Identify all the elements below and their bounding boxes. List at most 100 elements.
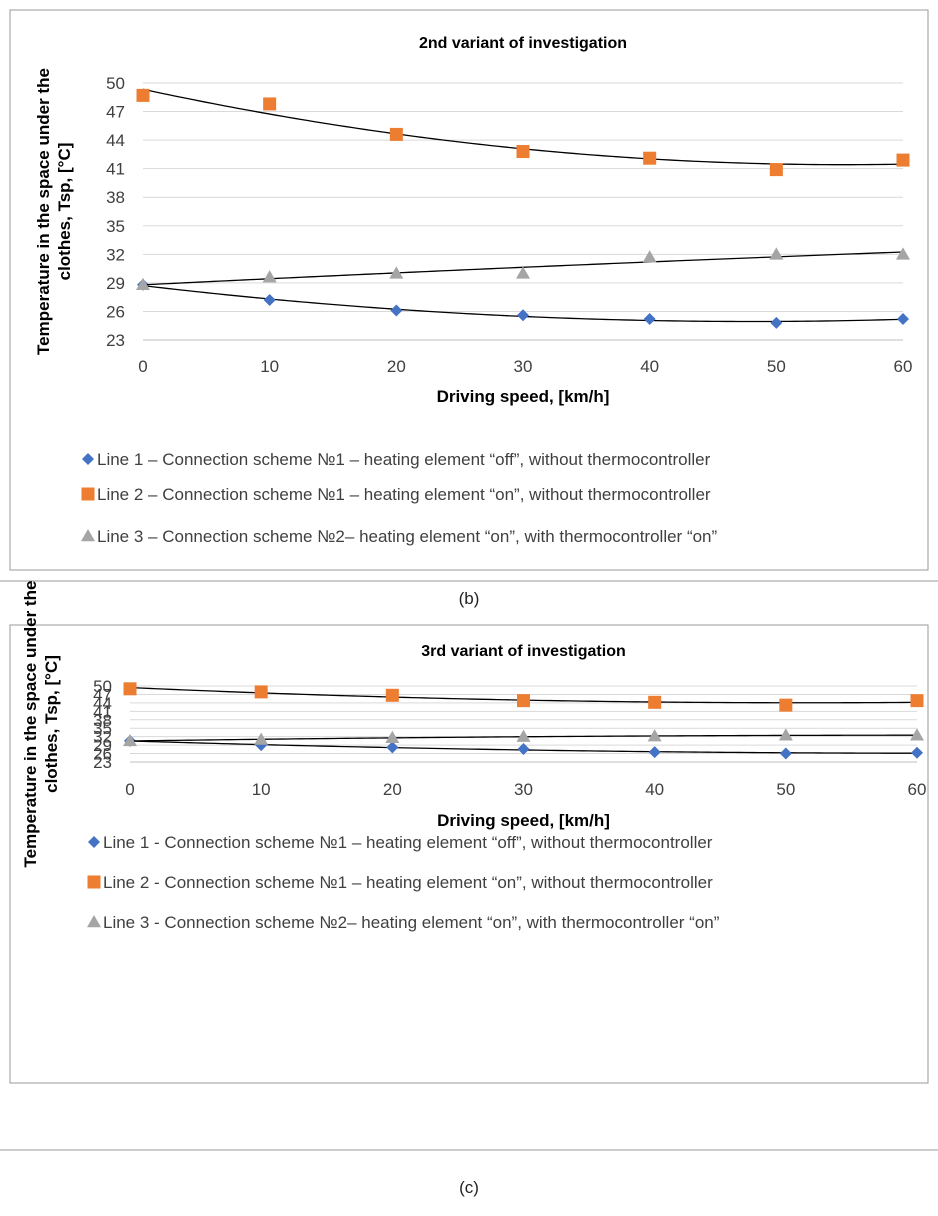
y-tick-label: 41 xyxy=(106,160,125,179)
data-point-series-3 xyxy=(516,266,530,279)
data-point-series-3 xyxy=(389,266,404,279)
x-tick-label: 30 xyxy=(514,357,533,376)
data-point-series-2 xyxy=(516,145,530,159)
y-tick-label: 47 xyxy=(93,685,112,704)
y-axis-label: Temperature in the space under the clothe… xyxy=(21,581,61,868)
y-tick-label: 50 xyxy=(106,74,125,93)
data-point-series-2 xyxy=(643,151,657,165)
data-point-series-1 xyxy=(779,747,792,760)
data-point-series-2 xyxy=(385,688,399,702)
y-tick-label: 50 xyxy=(93,677,112,696)
data-point-series-3 xyxy=(123,733,137,747)
x-tick-label: 0 xyxy=(125,780,134,799)
y-tick-label: 35 xyxy=(106,217,125,236)
chart-c: 3rd variant of investigation 232629323538… xyxy=(0,581,938,1197)
y-axis-label-line: Temperature in the space under the xyxy=(34,68,53,355)
chart-title: 2nd variant of investigation xyxy=(419,35,627,52)
legend-label: Line 2 – Connection scheme №1 – heating … xyxy=(97,485,711,504)
x-tick-label: 20 xyxy=(387,357,406,376)
data-point-series-1 xyxy=(648,746,661,759)
legend-item-1: Line 1 – Connection scheme №1 – heating … xyxy=(82,450,711,469)
figure-caption: (c) xyxy=(459,1178,479,1197)
x-tick-label: 30 xyxy=(514,780,533,799)
x-axis-label: Driving speed, [km/h] xyxy=(437,387,610,406)
y-tick-label: 38 xyxy=(93,711,112,730)
data-point-series-3 xyxy=(385,730,400,744)
data-point-series-1 xyxy=(517,743,530,756)
data-point-series-3 xyxy=(910,728,924,741)
legend-marker xyxy=(87,875,101,889)
data-point-series-3 xyxy=(647,729,662,742)
data-point-series-2 xyxy=(136,88,150,102)
legend-item-2: Line 2 – Connection scheme №1 – heating … xyxy=(81,485,711,504)
legend-marker xyxy=(81,487,95,501)
legend-label: Line 3 – Connection scheme №2– heating e… xyxy=(97,527,718,546)
data-point-series-2 xyxy=(254,685,268,699)
data-point-series-3 xyxy=(769,247,784,260)
chart-b: 2nd variant of investigation 23 26 29 32 35 38… xyxy=(0,9,938,608)
y-tick-label: 32 xyxy=(93,728,112,747)
x-tick-label: 20 xyxy=(383,780,402,799)
data-point-series-3 xyxy=(262,270,277,283)
legend-marker xyxy=(88,836,100,848)
data-point-series-2 xyxy=(779,698,793,712)
x-tick-label: 60 xyxy=(894,357,913,376)
data-point-series-3 xyxy=(136,277,150,291)
y-axis-label-line: Temperature in the space under the xyxy=(21,581,40,868)
x-tick-label: 0 xyxy=(138,357,147,376)
legend-marker xyxy=(87,915,101,928)
data-point-series-2 xyxy=(517,694,530,708)
legend-item-2: Line 2 - Connection scheme №1 – heating … xyxy=(87,873,713,892)
data-point-series-2 xyxy=(263,97,277,111)
legend-item-1: Line 1 - Connection scheme №1 – heating … xyxy=(88,833,713,852)
legend-label: Line 3 - Connection scheme №2– heating e… xyxy=(103,913,720,932)
y-tick-label: 26 xyxy=(93,745,112,764)
data-point-series-1 xyxy=(386,741,399,754)
data-point-series-1 xyxy=(263,294,276,307)
y-tick-label: 35 xyxy=(93,719,112,738)
data-point-series-2 xyxy=(896,153,910,167)
y-tick-label: 26 xyxy=(106,302,125,321)
y-tick-label: 44 xyxy=(93,694,112,713)
legend-label: Line 1 - Connection scheme №1 – heating … xyxy=(103,833,713,852)
chart-title: 3rd variant of investigation xyxy=(421,643,625,660)
chart-frame xyxy=(9,9,929,571)
data-point-series-1 xyxy=(897,313,909,326)
y-tick-label: 47 xyxy=(106,103,125,122)
y-tick-label: 29 xyxy=(93,736,112,755)
x-tick-label: 40 xyxy=(645,780,664,799)
legend-marker xyxy=(82,453,94,465)
y-axis-label-line: clothes, Tsp, [°C] xyxy=(42,655,61,793)
x-tick-label: 10 xyxy=(260,357,279,376)
data-point-series-3 xyxy=(642,250,657,263)
chart-frame xyxy=(9,624,929,1084)
data-point-series-2 xyxy=(910,694,924,708)
y-tick-label: 23 xyxy=(106,331,125,350)
y-axis-label-line: clothes, Tsp, [°C] xyxy=(55,143,74,281)
y-tick-label: 32 xyxy=(106,245,125,264)
x-tick-label: 60 xyxy=(908,780,927,799)
y-tick-label: 23 xyxy=(93,753,112,772)
y-axis-label: Temperature in the space under the clothe… xyxy=(34,68,74,355)
legend-label: Line 1 – Connection scheme №1 – heating … xyxy=(97,450,711,469)
data-point-series-3 xyxy=(254,732,269,745)
data-point-series-2 xyxy=(648,695,662,709)
legend-label: Line 2 - Connection scheme №1 – heating … xyxy=(103,873,713,892)
y-tick-label: 44 xyxy=(106,131,125,150)
x-axis-label: Driving speed, [km/h] xyxy=(437,811,610,830)
x-tick-label: 10 xyxy=(252,780,271,799)
data-point-series-1 xyxy=(911,746,923,759)
legend-marker xyxy=(81,529,95,542)
y-tick-label: 38 xyxy=(106,188,125,207)
data-point-series-1 xyxy=(390,304,403,317)
data-point-series-2 xyxy=(389,127,403,141)
legend-item-3: Line 3 - Connection scheme №2– heating e… xyxy=(87,913,720,932)
data-point-series-1 xyxy=(517,309,529,322)
data-point-series-1 xyxy=(643,313,656,326)
figure-caption: (b) xyxy=(459,589,480,608)
y-tick-label: 41 xyxy=(93,702,112,721)
x-tick-label: 40 xyxy=(640,357,659,376)
y-tick-label: 29 xyxy=(106,274,125,293)
x-tick-label: 50 xyxy=(767,357,786,376)
